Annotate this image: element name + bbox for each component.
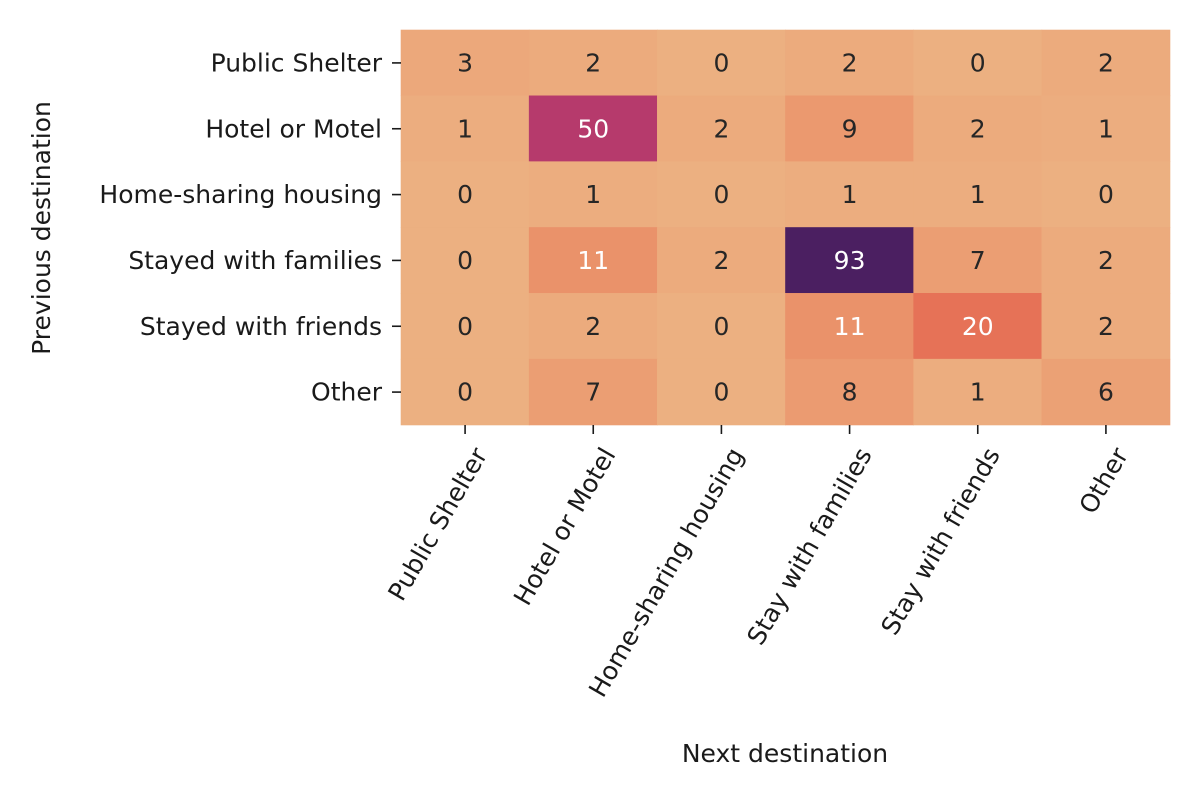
- heatmap-cell: [657, 293, 786, 360]
- heatmap-cell: [913, 227, 1043, 294]
- heatmap-cell: [785, 227, 914, 294]
- cell-value-label: 2: [1098, 246, 1114, 275]
- heatmap-cell: [400, 358, 530, 426]
- heatmap-cell: [528, 95, 658, 162]
- cell-value-label: 2: [713, 246, 729, 275]
- heatmap-cell-labels: 3 2 0 2 0 21 50 2 9 2 10 1 0 1 1 00 11 2 93 7 20 2 0 11 20 20 7 0 8 1…: [457, 48, 1114, 406]
- cell-value-label: 8: [842, 378, 858, 407]
- cell-value-label: 7: [585, 378, 601, 407]
- y-tick-label: Stayed with friends: [140, 312, 382, 341]
- heatmap-cell: [785, 95, 914, 162]
- heatmap-cell: [913, 293, 1043, 360]
- cell-value-label: 50: [577, 114, 609, 143]
- heatmap-cell: [785, 293, 914, 360]
- heatmap-cell: [1041, 29, 1171, 97]
- cell-value-label: 1: [1098, 114, 1114, 143]
- cell-value-label: 11: [834, 312, 866, 341]
- heatmap-cell: [528, 29, 658, 97]
- heatmap-cell: [1041, 95, 1171, 162]
- heatmap-cell: [400, 161, 530, 228]
- x-tick-label: Stay with friends: [875, 443, 1006, 640]
- cell-value-label: 6: [1098, 378, 1114, 407]
- cell-value-label: 2: [585, 312, 601, 341]
- cell-value-label: 0: [457, 180, 473, 209]
- cell-value-label: 0: [457, 378, 473, 407]
- x-tick-label: Home-sharing housing: [583, 443, 749, 702]
- cell-value-label: 9: [842, 114, 858, 143]
- heatmap-cell: [528, 227, 658, 294]
- heatmap-cell: [400, 95, 530, 162]
- x-axis-ticks: Public Shelter Hotel or MotelHome-sharing…: [382, 425, 1134, 702]
- heatmap-cell: [785, 358, 914, 426]
- x-tick-label: Hotel or Motel: [508, 443, 621, 611]
- cell-value-label: 2: [713, 114, 729, 143]
- heatmap-cell: [400, 29, 530, 97]
- cell-value-label: 1: [970, 180, 986, 209]
- cell-value-label: 2: [1098, 312, 1114, 341]
- cell-value-label: 1: [842, 180, 858, 209]
- cell-value-label: 0: [1098, 180, 1114, 209]
- heatmap-cell: [528, 161, 658, 228]
- cell-value-label: 2: [585, 48, 601, 77]
- cell-value-label: 1: [970, 378, 986, 407]
- heatmap-cell: [785, 161, 914, 228]
- y-tick-label: Other: [311, 378, 383, 407]
- x-tick-label: Other: [1073, 442, 1134, 519]
- cell-value-label: 0: [713, 312, 729, 341]
- cell-value-label: 93: [834, 246, 866, 275]
- heatmap-cell: [657, 227, 786, 294]
- cell-value-label: 2: [1098, 48, 1114, 77]
- cell-value-label: 2: [842, 48, 858, 77]
- cell-value-label: 3: [457, 48, 473, 77]
- cell-value-label: 0: [457, 246, 473, 275]
- heatmap-cells: [400, 29, 1171, 426]
- heatmap-cell: [1041, 358, 1171, 426]
- y-tick-label: Public Shelter: [211, 48, 383, 77]
- cell-value-label: 0: [713, 180, 729, 209]
- heatmap-cell: [1041, 227, 1171, 294]
- heatmap-cell: [1041, 293, 1171, 360]
- cell-value-label: 11: [577, 246, 609, 275]
- y-tick-label: Home-sharing housing: [99, 180, 382, 209]
- heatmap-cell: [400, 227, 530, 294]
- y-axis-label: Previous destination: [27, 101, 56, 355]
- heatmap-cell: [657, 161, 786, 228]
- x-axis-label: Next destination: [682, 739, 888, 768]
- heatmap-cell: [913, 358, 1043, 426]
- cell-value-label: 20: [962, 312, 994, 341]
- cell-value-label: 0: [457, 312, 473, 341]
- heatmap-cell: [400, 293, 530, 360]
- y-axis-ticks: Public Shelter Hotel or Motel Home-sharing…: [99, 48, 401, 407]
- cell-value-label: 7: [970, 246, 986, 275]
- cell-value-label: 2: [970, 114, 986, 143]
- heatmap-cell: [1041, 161, 1171, 228]
- cell-value-label: 0: [713, 378, 729, 407]
- heatmap-cell: [657, 29, 786, 97]
- cell-value-label: 1: [585, 180, 601, 209]
- y-tick-label: Stayed with families: [128, 246, 382, 275]
- cell-value-label: 1: [457, 114, 473, 143]
- cell-value-label: 0: [713, 48, 729, 77]
- heatmap-cell: [785, 29, 914, 97]
- heatmap-cell: [913, 161, 1043, 228]
- x-tick-label: Public Shelter: [382, 442, 493, 606]
- cell-value-label: 0: [970, 48, 986, 77]
- x-tick-label: Stay with families: [741, 443, 877, 650]
- heatmap-cell: [913, 29, 1043, 97]
- y-tick-label: Hotel or Motel: [205, 114, 382, 143]
